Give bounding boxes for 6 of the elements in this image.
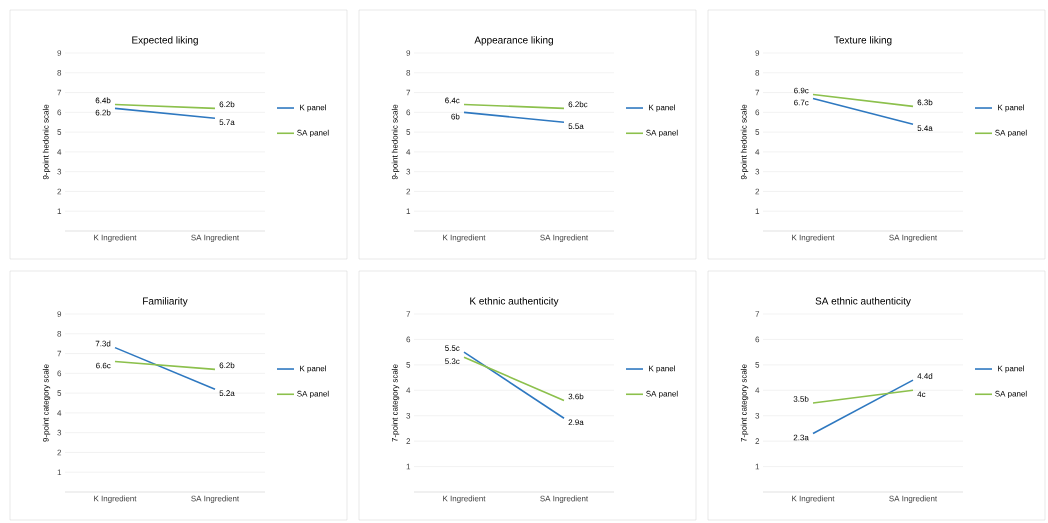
chart-title: K ethnic authenticity — [470, 297, 559, 307]
chart-title: Texture liking — [834, 36, 892, 46]
chart-title: Expected liking — [132, 36, 198, 46]
chart-title: Familiarity — [143, 297, 188, 307]
chart-title: Appearance liking — [474, 36, 553, 46]
chart-title: SA ethnic authenticity — [815, 297, 911, 307]
